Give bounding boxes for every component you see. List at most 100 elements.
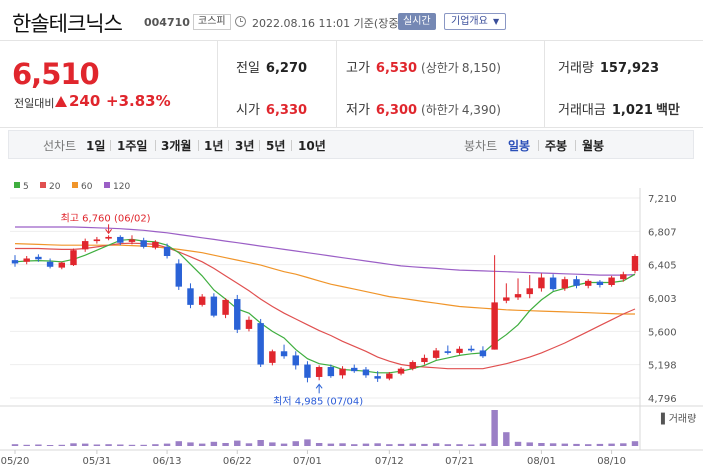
legend-swatch-ma120 [104,182,110,188]
stock-code: 004710 [144,16,190,29]
ma120-line [15,226,636,276]
lower-limit-value: 4,390) [461,103,501,117]
candle-body [386,373,393,379]
candle-weekly[interactable]: 주봉 [545,139,568,153]
candle-body [175,263,182,287]
candle-body [257,323,264,365]
company-info-label: 기업개요 [451,16,488,27]
realtime-button[interactable]: 실시간 [398,13,436,30]
candle-body [140,240,147,247]
volume-bar [503,432,510,446]
separator [110,140,111,151]
candle-body [315,367,323,377]
chart-period-bar: 선차트 1일 1주일 3개월 1년 3년 5년 10년 봉차트 일봉 주봉 월봉 [8,130,694,159]
candle-body [222,299,229,315]
candle-body [234,299,241,330]
candle-body [292,355,299,366]
volume-bar [573,443,580,446]
legend-swatch-ma60 [72,182,78,188]
candle-body [210,296,218,316]
volume-bar [304,439,311,446]
range-3y[interactable]: 3년 [235,139,255,153]
trade-amount: 거래대금 1,021 백만 [558,99,680,118]
volume-bar [81,443,89,446]
candle-body [117,236,124,243]
candle-body [608,277,615,285]
candle-body [479,350,487,357]
volume-bar [374,443,381,446]
line-chart-label: 선차트 [43,139,77,153]
candle-body [198,296,206,305]
candle-body [35,256,42,260]
volume-bar [23,444,30,446]
candle-body [339,368,346,376]
volume-bar [631,441,639,446]
upper-limit-label: (상한가 [421,61,459,75]
volume-bar [198,443,206,446]
amount-unit: 백만 [655,103,680,118]
divider [336,41,337,127]
candle-body [23,258,30,262]
candlesticks [11,235,639,383]
up-arrow-icon [55,96,67,107]
range-1w[interactable]: 1주일 [117,139,148,153]
range-1y[interactable]: 1년 [204,139,224,153]
volume-bar [456,444,463,446]
x-tick-label: 07/01 [293,456,322,467]
chart-grid [0,188,703,451]
volume-bar [140,444,147,446]
candle-body [409,362,416,369]
range-5y[interactable]: 5년 [266,139,286,153]
volume-bar [397,443,405,446]
candle-body [573,279,580,286]
separator [259,140,260,151]
candle-body [269,351,276,363]
company-info-button[interactable]: 기업개요 ▼ [444,13,507,30]
candle-body [93,239,101,242]
range-3m[interactable]: 3개월 [161,139,192,153]
candle-body [491,302,498,350]
change-value: 240 [69,92,101,110]
volume-bar [409,443,416,446]
market-badge: 코스피 [193,14,231,30]
high-value: 6,530 [375,61,418,76]
volume-bar [35,444,42,446]
candle-body [526,288,533,295]
candle-daily[interactable]: 일봉 [508,139,531,153]
stock-chart[interactable]: 5 20 60 120 최고 6,760 (06/02) 최저 4,985 (0… [0,168,703,476]
x-tick-label: 07/21 [445,456,474,467]
volume-label: 거래량 [558,61,594,76]
candle-body [596,281,604,285]
candle-body [70,250,77,266]
volume-legend-label: 거래량 [669,413,697,425]
range-10y[interactable]: 10년 [298,139,326,153]
volume-bar [93,444,101,446]
prev-close-label: 전일 [236,61,260,76]
volume-bar [105,444,112,446]
chart-legend: 5 20 60 120 [14,182,130,192]
x-tick-label: 06/22 [223,456,252,467]
candle-body [432,350,440,358]
x-tick-label: 08/01 [527,456,556,467]
ma20-line [15,242,636,370]
volume-bar [187,442,194,446]
candle-body [46,261,54,267]
legend-ma20: 20 [49,182,61,192]
volume-bar [117,444,124,446]
separator [291,140,292,151]
x-axis: 05/20 05/31 06/13 06/22 07/01 07/12 07/21 08/01… [1,450,626,467]
volume-bar [584,444,592,446]
price-summary: 6,510 전일대비 240 +3.83% 전일 6,270 고가 6,530 (상한… [0,41,703,128]
range-1d[interactable]: 1일 [86,139,106,153]
candle-body [128,239,136,242]
candle-body [421,357,428,363]
candle-body [163,246,171,256]
high-arrow-head [105,228,112,235]
candle-body [351,367,358,372]
volume-bar [362,443,370,446]
y-axis: 7,210 6,807 6,405 6,003 5,600 5,198 4,796 [648,194,677,405]
candle-body [245,319,253,329]
candle-body [362,369,370,376]
y-tick-label: 4,796 [648,394,677,405]
candle-monthly[interactable]: 월봉 [582,139,605,153]
